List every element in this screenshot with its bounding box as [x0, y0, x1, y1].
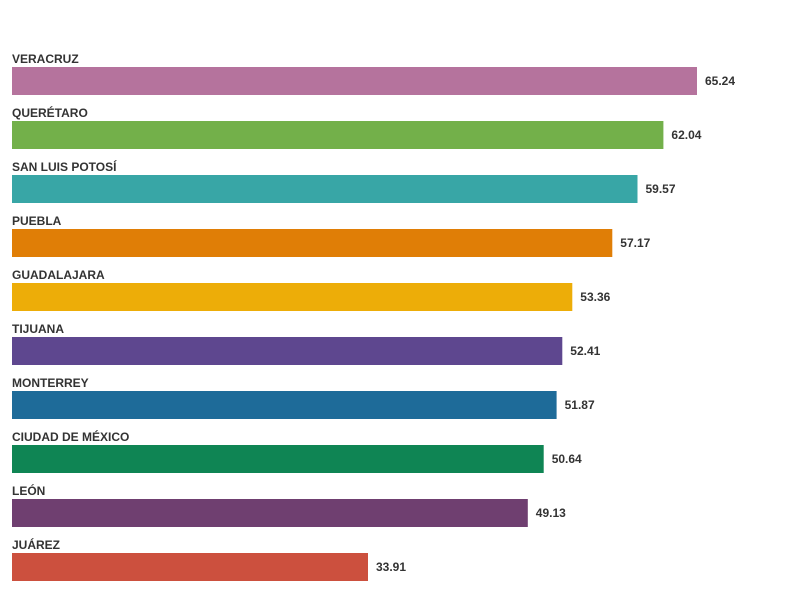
bar-row: JUÁREZ 33.91 [12, 537, 406, 581]
bar [12, 229, 613, 257]
category-label: TIJUANA [12, 322, 64, 336]
bar [12, 175, 638, 203]
value-label: 50.64 [552, 452, 582, 466]
value-label: 53.36 [580, 290, 610, 304]
bar [12, 283, 573, 311]
bar [12, 553, 368, 581]
bar [12, 121, 664, 149]
category-label: MONTERREY [12, 376, 89, 390]
value-label: 62.04 [671, 128, 701, 142]
value-label: 52.41 [570, 344, 600, 358]
bar-row: GUADALAJARA 53.36 [12, 268, 611, 311]
bar [12, 499, 528, 527]
bar [12, 391, 557, 419]
category-label: JUÁREZ [12, 537, 60, 552]
value-label: 65.24 [705, 74, 735, 88]
bar-row: TIJUANA 52.41 [12, 322, 601, 365]
bar-row: VERACRUZ 65.24 [12, 52, 735, 95]
bar [12, 67, 697, 95]
category-label: CIUDAD DE MÉXICO [12, 429, 129, 444]
category-label: SAN LUIS POTOSÍ [12, 159, 117, 174]
bar-row: QUERÉTARO 62.04 [12, 105, 702, 149]
bar-row: CIUDAD DE MÉXICO 50.64 [12, 429, 582, 473]
bar-row: SAN LUIS POTOSÍ 59.57 [12, 159, 676, 203]
category-label: LEÓN [12, 483, 45, 498]
category-label: VERACRUZ [12, 52, 79, 66]
category-label: PUEBLA [12, 214, 62, 228]
value-label: 51.87 [565, 398, 595, 412]
bar-row: MONTERREY 51.87 [12, 376, 595, 419]
value-label: 49.13 [536, 506, 566, 520]
category-label: QUERÉTARO [12, 105, 88, 120]
value-label: 33.91 [376, 560, 406, 574]
bar-row: PUEBLA 57.17 [12, 214, 651, 257]
bar [12, 337, 563, 365]
bar [12, 445, 544, 473]
bar-row: LEÓN 49.13 [12, 483, 566, 527]
category-label: GUADALAJARA [12, 268, 105, 282]
value-label: 59.57 [646, 182, 676, 196]
value-label: 57.17 [620, 236, 650, 250]
